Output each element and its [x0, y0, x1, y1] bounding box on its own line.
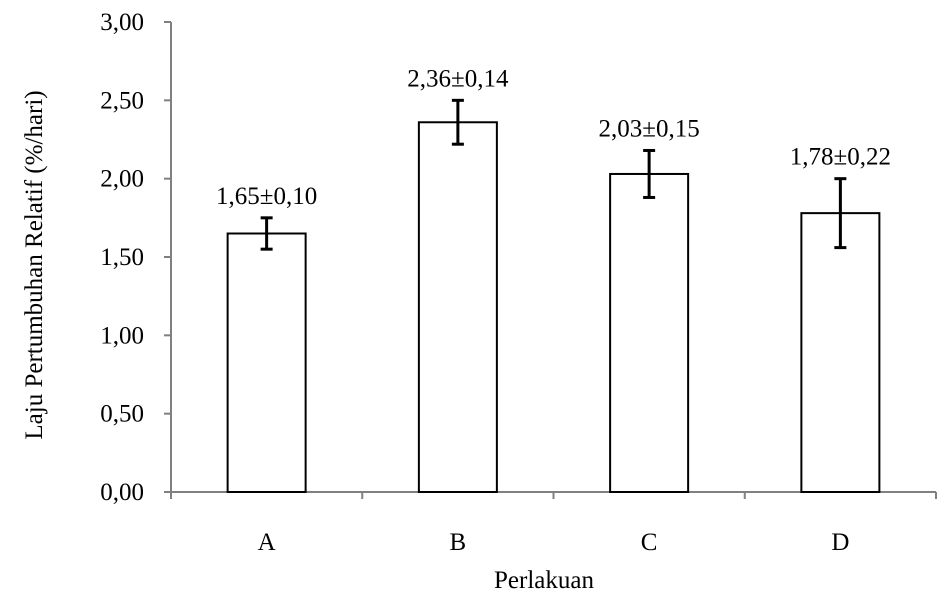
y-tick-label: 2,00 [100, 166, 144, 193]
bar-c [609, 172, 690, 493]
bar-b [417, 121, 498, 494]
y-tick-label: 1,50 [100, 244, 144, 271]
y-tick-label: 2,50 [100, 87, 144, 114]
x-tick-label-a: A [258, 529, 276, 556]
data-label-b: 2,36±0,14 [407, 65, 509, 92]
data-label-d: 1,78±0,22 [790, 144, 891, 171]
y-tick-label: 0,50 [100, 401, 144, 428]
bar-d [800, 212, 881, 493]
x-tick-label-b: B [450, 529, 467, 556]
y-tick-label: 1,00 [100, 322, 144, 349]
data-label-c: 2,03±0,15 [599, 115, 700, 142]
y-axis-title: Laju Pertumbuhan Relatif (%/hari) [21, 90, 48, 439]
x-tick-label-d: D [831, 529, 849, 556]
bars [226, 98, 881, 494]
labels: A 1,65±0,10 B 2,36±0,14 C 2,03±0,15 D 1,78±0,22 [216, 65, 891, 556]
y-tick-label: 3,00 [100, 9, 144, 36]
bar-a [226, 232, 307, 493]
x-axis-title: Perlakuan [494, 567, 594, 591]
y-tick-label: 0,00 [100, 479, 144, 506]
data-label-a: 1,65±0,10 [216, 183, 317, 210]
x-tick-label-c: C [641, 529, 658, 556]
axes: 0,00 0,50 1,00 1,50 2,00 2,50 3,00 [100, 9, 937, 506]
